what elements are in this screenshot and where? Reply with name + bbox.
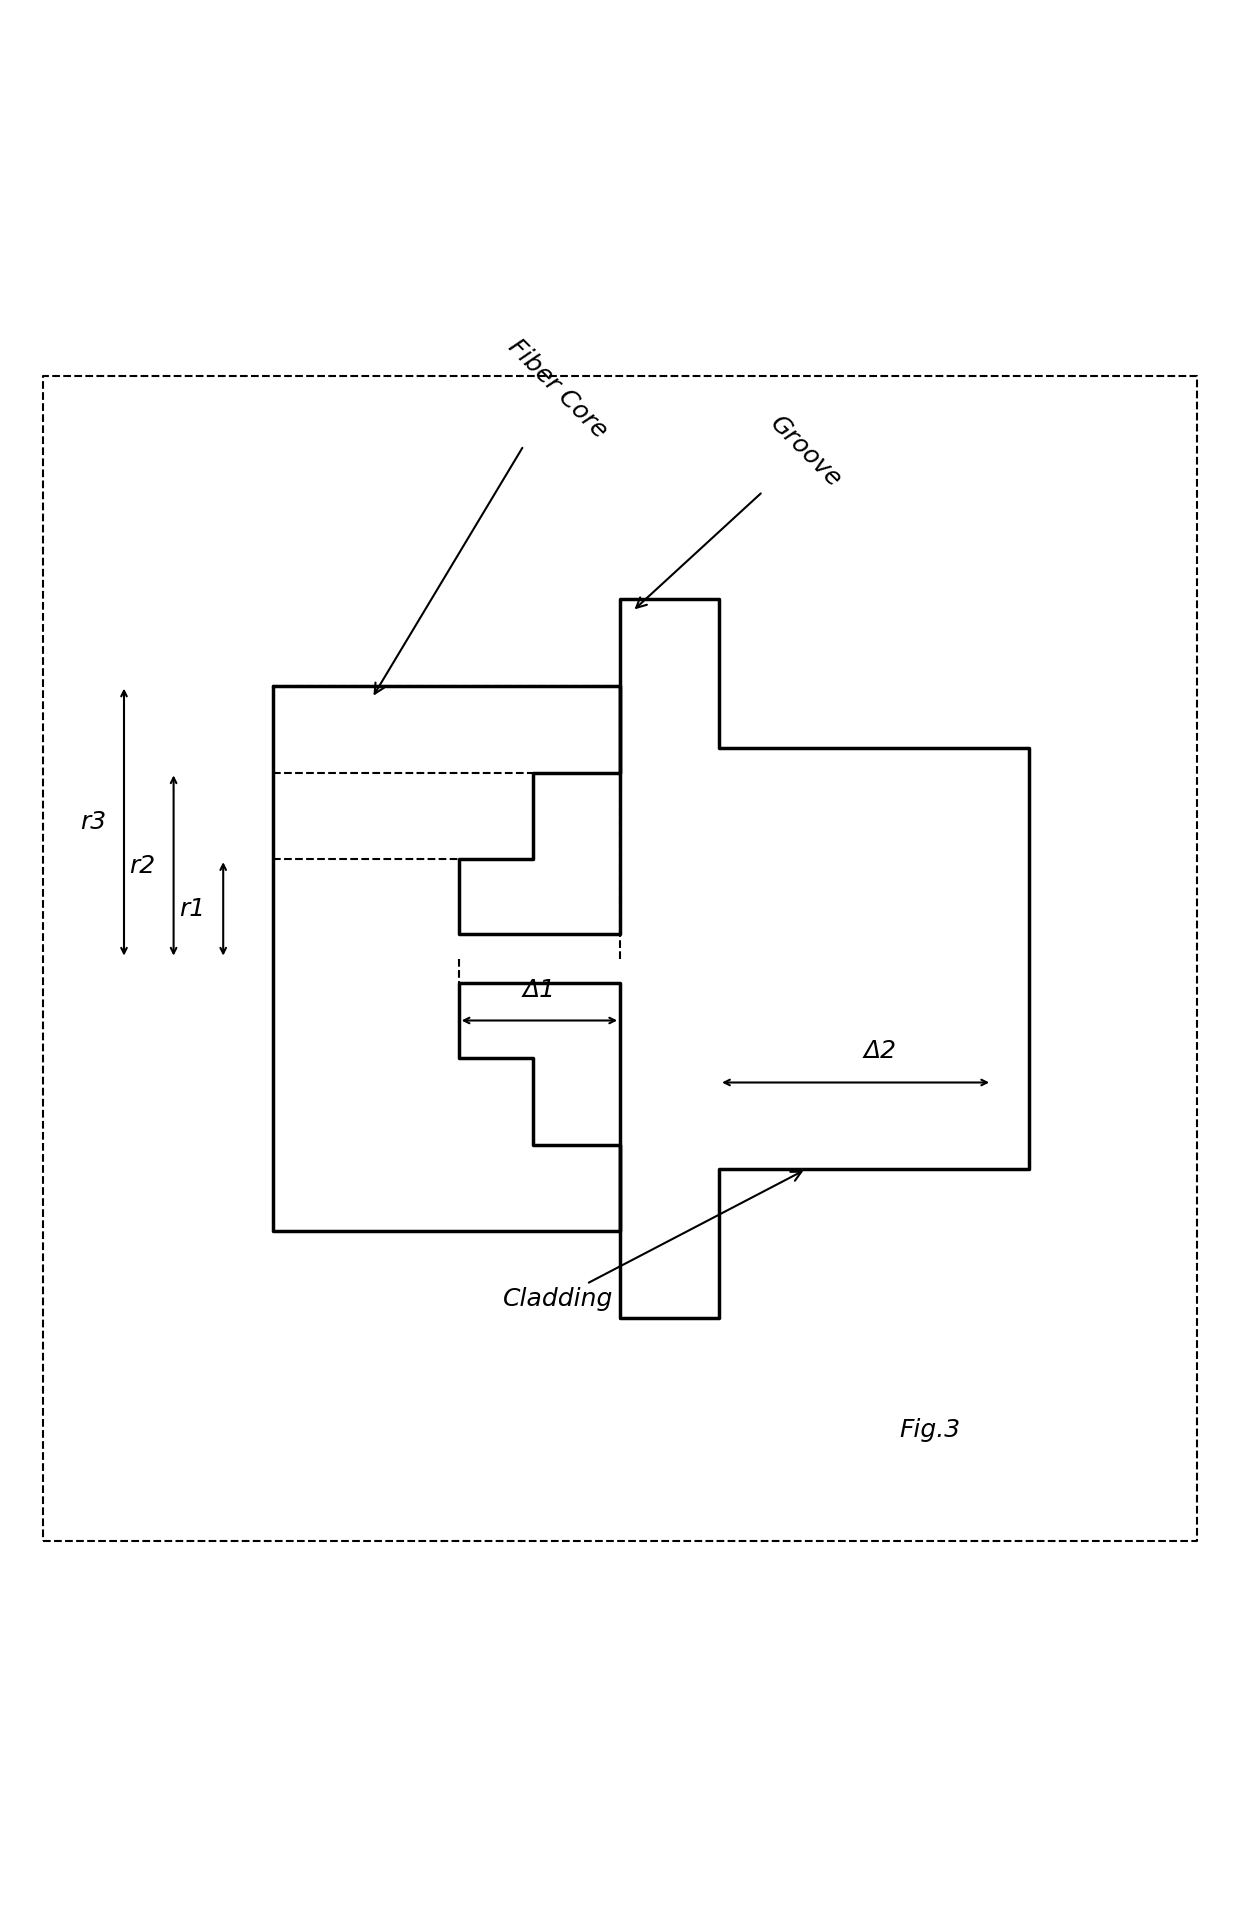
Text: Δ1: Δ1 [523,978,556,1001]
Text: Cladding: Cladding [502,1171,801,1311]
Text: r2: r2 [129,853,156,878]
Text: Fig.3: Fig.3 [899,1419,961,1442]
Text: Fiber Core: Fiber Core [374,334,613,694]
Text: Groove: Groove [636,412,847,608]
Text: r3: r3 [79,811,107,834]
Text: Δ2: Δ2 [864,1039,897,1064]
Text: r1: r1 [179,897,206,920]
